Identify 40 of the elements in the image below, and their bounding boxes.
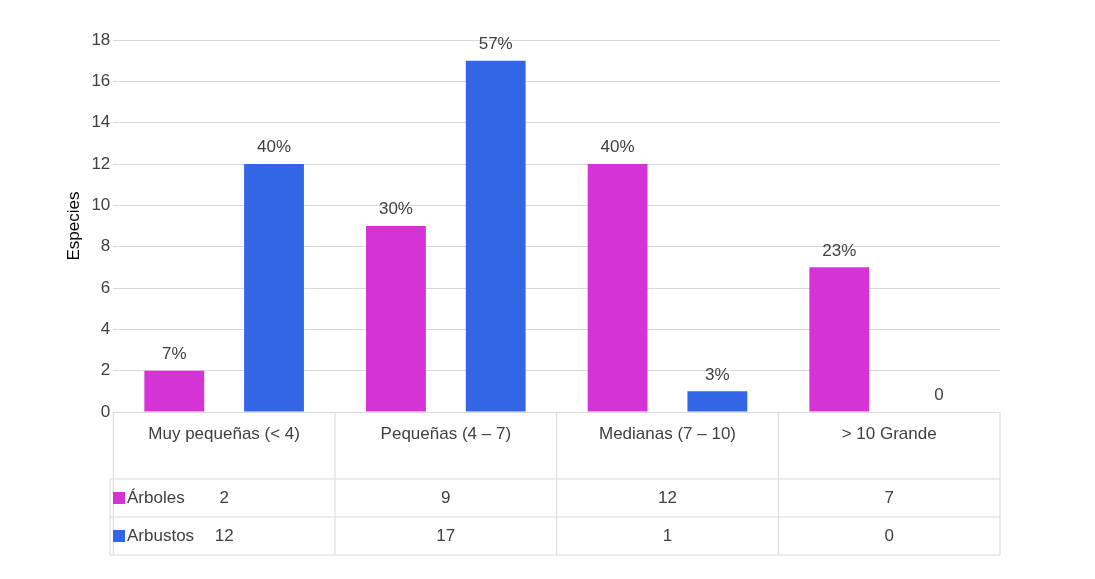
legend-label: Arbustos	[127, 525, 195, 545]
annotation: 40%	[257, 137, 292, 157]
annotation: 23%	[822, 240, 857, 260]
y-axis-title: Especies	[63, 191, 83, 261]
x-tick-label: Medianas (7 – 10)	[598, 423, 737, 443]
y-tick-label: 12	[91, 153, 111, 173]
bar	[687, 391, 748, 412]
legend-label: Árboles	[127, 487, 185, 507]
y-tick-label: 18	[91, 29, 111, 49]
data-label: 12	[658, 487, 677, 507]
y-tick-label: 2	[100, 360, 111, 380]
bar	[144, 370, 205, 412]
y-tick-label: 10	[91, 195, 111, 215]
annotation: 0	[934, 385, 944, 405]
data-label: 0	[884, 525, 894, 545]
x-tick-label: > 10 Grande	[841, 423, 937, 443]
bar	[809, 267, 870, 412]
y-tick-label: 6	[100, 277, 111, 297]
data-label: 12	[214, 525, 234, 545]
x-tick-label: Pequeñas (4 – 7)	[380, 423, 512, 443]
data-label: 17	[436, 525, 456, 545]
y-tick-label: 4	[100, 319, 111, 339]
data-label: 2	[219, 487, 229, 507]
annotation: 30%	[378, 199, 413, 219]
annotation: 40%	[600, 137, 635, 157]
data-label: 7	[884, 487, 894, 507]
bar	[587, 164, 648, 412]
y-tick-label: 8	[100, 236, 111, 256]
x-tick-label: Muy pequeñas (< 4)	[148, 423, 300, 443]
data-label: 9	[441, 487, 451, 507]
bar	[244, 164, 304, 412]
y-tick-label: 16	[91, 71, 111, 91]
y-tick-label: 14	[91, 112, 111, 132]
annotation: 7%	[161, 343, 187, 363]
annotation: 57%	[478, 33, 513, 53]
bar	[366, 226, 426, 412]
annotation: 3%	[705, 364, 730, 384]
bar	[465, 60, 526, 412]
data-label: 1	[662, 525, 673, 545]
y-tick-label: 0	[100, 401, 111, 421]
